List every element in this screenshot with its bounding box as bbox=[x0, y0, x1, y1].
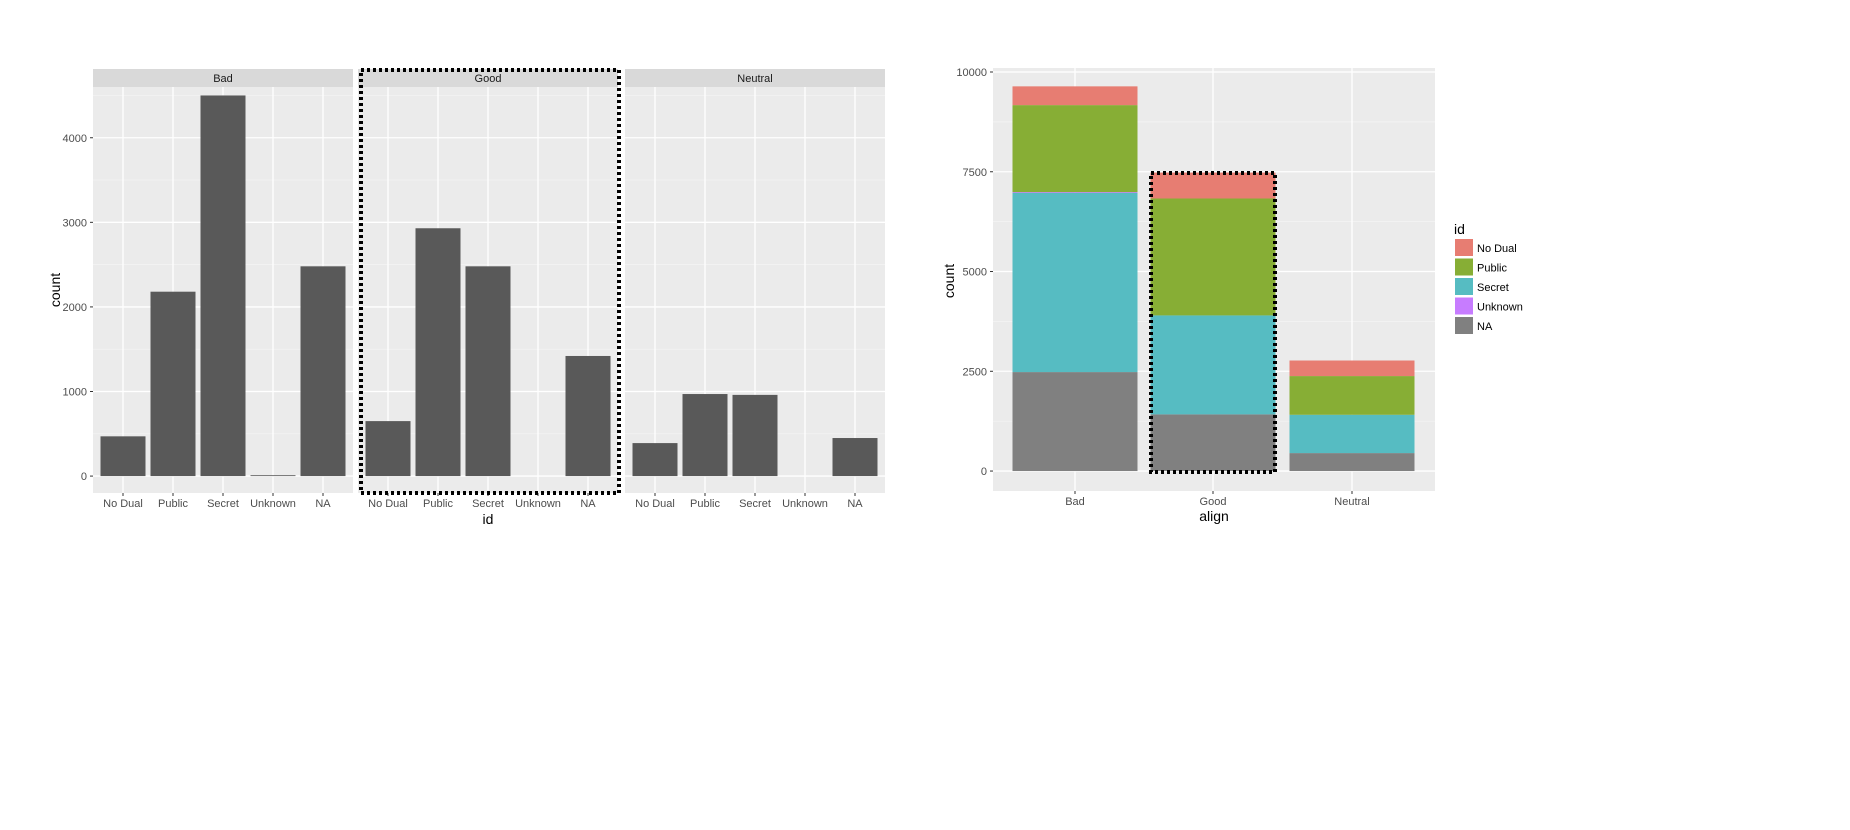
bar-neutral-na bbox=[832, 438, 878, 477]
bar-bad-secret bbox=[200, 95, 246, 477]
stacked-bar-chart: Bad Good Neutral 0 2500 5000 7500 10000 align cou… bbox=[941, 67, 1523, 524]
bar-segment-bad-unknown bbox=[1012, 192, 1138, 193]
bar-bad-no-dual bbox=[100, 436, 146, 477]
legend-label-secret: Secret bbox=[1477, 282, 1509, 294]
legend-title: id bbox=[1454, 221, 1465, 237]
y-axis-title: count bbox=[941, 264, 957, 298]
bar-good-no-dual bbox=[365, 421, 411, 477]
legend-key-na bbox=[1455, 317, 1473, 334]
bar-segment-bad-no-dual bbox=[1012, 86, 1138, 106]
x-tick-label-no-dual: No Dual bbox=[635, 498, 675, 510]
x-tick-label-secret: Secret bbox=[739, 498, 771, 510]
highlight-box bbox=[359, 68, 621, 495]
x-tick-label-public: Public bbox=[423, 498, 453, 510]
x-tick-label-unknown: Unknown bbox=[250, 498, 296, 510]
x-tick-label-neutral: Neutral bbox=[1334, 496, 1369, 508]
bar-segment-good-secret bbox=[1150, 315, 1276, 415]
bar-segment-neutral-na bbox=[1289, 453, 1415, 472]
bar-segment-bad-public bbox=[1012, 105, 1138, 193]
y-tick-label: 4000 bbox=[63, 133, 87, 145]
x-tick-label-secret: Secret bbox=[207, 498, 239, 510]
y-tick-label: 0 bbox=[981, 466, 987, 478]
y-tick-label: 3000 bbox=[63, 217, 87, 229]
x-tick-label-unknown: Unknown bbox=[782, 498, 828, 510]
x-axis-title: align bbox=[1199, 508, 1229, 524]
x-tick-label-na: NA bbox=[315, 498, 331, 510]
y-tick-label: 5000 bbox=[963, 267, 987, 279]
facet-panel-bad: Bad No Dual Public Secret Unknown NA bbox=[93, 69, 353, 510]
bar-bad-unknown bbox=[250, 475, 296, 477]
legend-label-public: Public bbox=[1477, 263, 1507, 275]
bar-bad-na bbox=[300, 266, 346, 477]
x-tick-label-no-dual: No Dual bbox=[103, 498, 143, 510]
legend-label-no-dual: No Dual bbox=[1477, 243, 1517, 255]
bar-bad-public bbox=[150, 291, 196, 477]
legend-key-public bbox=[1455, 258, 1473, 276]
x-tick-label-na: NA bbox=[847, 498, 863, 510]
bar-neutral-secret bbox=[732, 394, 778, 477]
y-tick-label: 0 bbox=[81, 471, 87, 483]
facet-label-bad: Bad bbox=[213, 73, 233, 85]
bar-segment-bad-na bbox=[1012, 372, 1138, 472]
legend-key-unknown bbox=[1455, 297, 1473, 315]
bar-good-public bbox=[415, 228, 461, 477]
y-tick-label: 2500 bbox=[963, 366, 987, 378]
legend-label-unknown: Unknown bbox=[1477, 302, 1523, 314]
bar-good-na bbox=[565, 355, 611, 477]
y-tick-label: 2000 bbox=[63, 302, 87, 314]
facet-strip-neutral bbox=[625, 69, 885, 87]
legend-key-secret bbox=[1455, 278, 1473, 295]
x-tick-label-good: Good bbox=[1200, 496, 1227, 508]
bar-segment-good-na bbox=[1150, 414, 1276, 472]
legend: id No Dual Public Secret Unknown NA bbox=[1454, 221, 1523, 334]
bar-neutral-public bbox=[682, 394, 728, 477]
x-tick-label-bad: Bad bbox=[1065, 496, 1085, 508]
facet-strip-good bbox=[358, 69, 618, 87]
facet-panel-good: Good No Dual Public Secret Unknown NA bbox=[358, 69, 618, 510]
facet-strip-bad bbox=[93, 69, 353, 87]
x-tick-label-unknown: Unknown bbox=[515, 498, 561, 510]
legend-key-no-dual bbox=[1455, 239, 1473, 256]
x-tick-label-public: Public bbox=[690, 498, 720, 510]
bar-segment-good-no-dual bbox=[1150, 172, 1276, 199]
x-tick-label-public: Public bbox=[158, 498, 188, 510]
bar-good-secret bbox=[465, 266, 511, 477]
y-axis-title: count bbox=[47, 273, 63, 307]
bar-neutral-no-dual bbox=[632, 443, 678, 477]
x-tick-label-no-dual: No Dual bbox=[368, 498, 408, 510]
y-tick-label: 1000 bbox=[63, 387, 87, 399]
faceted-bar-chart: Bad No Dual Public Secret Unknown NA Good No Du… bbox=[47, 68, 885, 527]
bar-segment-bad-secret bbox=[1012, 192, 1138, 373]
y-tick-label: 7500 bbox=[963, 167, 987, 179]
x-tick-label-secret: Secret bbox=[472, 498, 504, 510]
x-tick-label-na: NA bbox=[580, 498, 596, 510]
bar-segment-good-public bbox=[1150, 198, 1276, 316]
legend-label-na: NA bbox=[1477, 321, 1493, 333]
y-tick-label: 10000 bbox=[956, 67, 987, 79]
facet-label-neutral: Neutral bbox=[737, 73, 772, 85]
bar-segment-neutral-secret bbox=[1289, 414, 1415, 454]
facet-label-good: Good bbox=[475, 73, 502, 85]
bar-segment-neutral-public bbox=[1289, 376, 1415, 415]
highlight-box bbox=[1149, 171, 1277, 474]
x-axis-title: id bbox=[483, 511, 494, 527]
bar-segment-neutral-no-dual bbox=[1289, 360, 1415, 377]
facet-panel-neutral: Neutral No Dual Public Secret Unknown NA bbox=[625, 69, 885, 510]
